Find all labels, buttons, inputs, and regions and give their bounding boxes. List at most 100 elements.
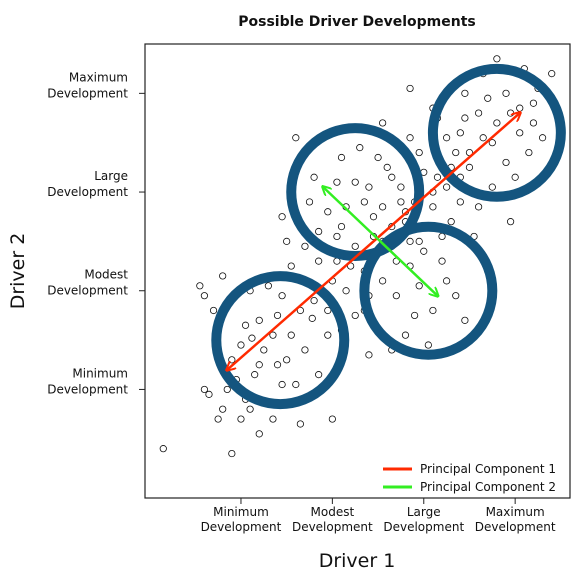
- data-point: [456, 198, 464, 206]
- data-point: [438, 232, 446, 241]
- pc2-arrow: [323, 187, 437, 296]
- data-point: [516, 104, 524, 112]
- data-point: [324, 208, 332, 216]
- data-point: [392, 292, 400, 300]
- data-point: [255, 316, 263, 324]
- data-point: [278, 380, 286, 389]
- data-point: [406, 134, 414, 142]
- x-tick-label: Modest: [311, 505, 355, 519]
- data-point: [429, 306, 437, 315]
- data-point: [219, 405, 227, 413]
- x-tick-label: Development: [475, 520, 556, 534]
- data-point: [493, 55, 501, 63]
- data-point: [287, 331, 295, 339]
- data-point: [374, 153, 382, 162]
- data-point: [502, 89, 510, 97]
- data-point: [246, 405, 254, 413]
- data-point: [260, 346, 268, 354]
- data-point: [438, 257, 446, 265]
- data-point: [337, 222, 346, 231]
- legend: Principal Component 1 Principal Componen…: [383, 462, 556, 494]
- data-point: [248, 334, 256, 342]
- data-point: [333, 232, 341, 241]
- data-point: [379, 119, 387, 127]
- data-point: [342, 287, 350, 295]
- data-point: [219, 272, 227, 280]
- data-point: [443, 183, 451, 191]
- data-point: [452, 148, 460, 157]
- arrows-layer: [227, 113, 519, 370]
- data-point: [241, 321, 250, 329]
- data-point: [493, 119, 501, 127]
- data-point: [415, 148, 423, 157]
- data-point: [475, 203, 483, 211]
- x-axis-ticks: MinimumDevelopmentModestDevelopmentLarge…: [201, 498, 556, 534]
- x-tick-label: Large: [407, 505, 441, 519]
- data-point: [228, 449, 236, 458]
- data-point: [337, 153, 346, 162]
- data-point: [456, 129, 464, 137]
- data-point: [223, 385, 231, 394]
- data-point: [255, 361, 263, 369]
- data-point: [296, 420, 304, 428]
- y-tick-label: Development: [47, 284, 128, 298]
- data-point: [283, 356, 291, 364]
- data-point: [369, 213, 378, 221]
- data-point: [360, 198, 368, 206]
- data-point: [529, 99, 538, 107]
- y-tick-label: Modest: [84, 268, 128, 282]
- data-point: [324, 331, 332, 339]
- y-tick-label: Development: [47, 86, 128, 100]
- data-point: [429, 203, 437, 211]
- data-point: [461, 114, 469, 122]
- x-tick-label: Development: [292, 520, 373, 534]
- y-tick-label: Development: [47, 382, 128, 396]
- data-point: [365, 351, 373, 359]
- data-point: [292, 134, 300, 142]
- data-point: [415, 282, 423, 290]
- y-axis-title: Driver 2: [7, 233, 29, 310]
- data-point: [433, 173, 442, 181]
- data-point: [310, 173, 318, 181]
- data-point: [383, 163, 391, 171]
- data-point: [283, 237, 291, 245]
- data-point: [292, 380, 300, 389]
- data-point: [269, 415, 277, 423]
- data-point: [506, 218, 515, 226]
- data-point: [237, 415, 245, 423]
- data-point: [397, 198, 405, 206]
- data-point: [278, 213, 286, 221]
- y-tick-label: Minimum: [72, 366, 128, 380]
- data-point: [516, 129, 524, 137]
- data-point: [506, 109, 515, 117]
- data-point: [443, 134, 451, 142]
- legend-label-pc1: Principal Component 1: [420, 462, 556, 476]
- data-point: [278, 292, 286, 300]
- legend-label-pc2: Principal Component 2: [420, 480, 556, 494]
- data-point: [548, 70, 556, 78]
- data-point: [196, 282, 204, 290]
- data-point: [214, 415, 222, 423]
- data-point: [315, 227, 323, 236]
- data-point: [333, 178, 341, 186]
- data-point: [351, 311, 359, 320]
- data-point: [424, 341, 432, 349]
- data-point: [479, 134, 487, 142]
- data-point: [287, 262, 295, 270]
- data-point: [159, 445, 167, 453]
- data-point: [200, 292, 209, 300]
- data-point: [461, 89, 469, 97]
- data-point: [301, 242, 309, 250]
- data-point: [406, 84, 414, 93]
- data-point: [447, 218, 455, 226]
- data-point: [411, 311, 419, 320]
- data-point: [397, 183, 405, 191]
- data-point: [465, 163, 474, 171]
- data-point: [388, 173, 396, 181]
- data-point: [488, 183, 496, 191]
- data-point: [305, 198, 314, 206]
- y-tick-label: Development: [47, 185, 128, 199]
- data-point: [529, 119, 538, 127]
- data-point: [443, 277, 451, 285]
